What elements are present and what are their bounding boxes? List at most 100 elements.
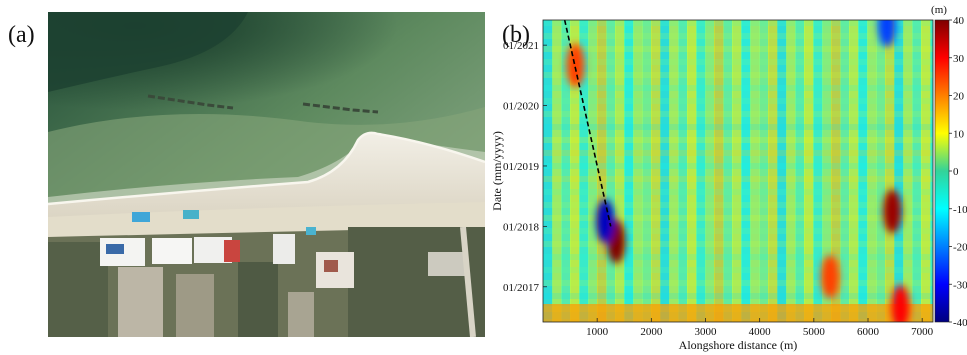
building <box>152 238 192 264</box>
pool <box>306 227 316 235</box>
heatmap-band <box>552 20 562 322</box>
heatmap-band <box>543 98 933 104</box>
pool <box>183 210 199 219</box>
heatmap-band <box>543 111 933 117</box>
heatmap-band <box>876 20 886 322</box>
heatmap-plot-area <box>543 20 933 322</box>
y-axis-ticks: 01/2017 01/2018 01/2019 01/2020 01/2021 <box>503 40 547 294</box>
colorbar-tick-label: 20 <box>953 91 965 103</box>
x-tick-label: 5000 <box>803 326 826 338</box>
heatmap-band <box>759 20 769 322</box>
colorbar-tick-label: 10 <box>953 128 965 140</box>
hotspot <box>821 254 840 299</box>
x-tick-label: 1000 <box>586 326 609 338</box>
hotspot <box>883 189 902 234</box>
trend-line <box>563 20 612 227</box>
x-tick-label: 4000 <box>749 326 772 338</box>
x-tick-label: 3000 <box>695 326 718 338</box>
breakwater-2 <box>302 102 379 114</box>
heatmap-band <box>804 20 814 322</box>
heatmap-band <box>732 20 742 322</box>
heatmap-band <box>930 20 933 322</box>
heatmap-band <box>543 280 933 286</box>
heatmap-band <box>597 20 607 322</box>
heatmap-band <box>786 20 796 322</box>
beach-edge <box>48 131 485 206</box>
x-tick-label: 6000 <box>857 326 880 338</box>
x-tick-label: 7000 <box>911 326 934 338</box>
heatmap-hotspots <box>566 20 910 322</box>
heatmap-bands <box>543 20 933 322</box>
heatmap-band <box>822 20 832 322</box>
heatmap-band <box>543 202 933 208</box>
heatmap-band <box>642 20 652 322</box>
y-tick-label: 01/2019 <box>503 161 540 173</box>
colorbar-tick-label: 30 <box>953 53 965 65</box>
heatmap-band <box>543 176 933 182</box>
heatmap-band <box>795 20 805 322</box>
y-tick-label: 01/2021 <box>503 40 539 52</box>
heatmap-band <box>867 20 877 322</box>
heatmap-band <box>750 20 760 322</box>
hotspot <box>566 43 585 88</box>
colorbar <box>934 19 950 323</box>
heatmap-band <box>543 137 933 143</box>
x-axis-title: Alongshore distance (m) <box>679 338 798 352</box>
colorbar-unit: (m) <box>931 4 947 16</box>
colorbar-ticks: 40 30 20 10 0 -10 -20 -30 -40 <box>949 15 967 329</box>
heatmap-band <box>543 124 933 130</box>
heatmap-band <box>543 85 933 91</box>
heatmap-band <box>543 215 933 221</box>
heatmap-band <box>543 59 933 65</box>
heatmap-band <box>543 150 933 156</box>
heatmap-band <box>903 20 913 322</box>
heatmap-band <box>714 20 724 322</box>
panel-b-label: (b) <box>502 22 530 48</box>
colorbar-tick-label: 0 <box>953 166 959 178</box>
heatmap-band <box>543 304 933 322</box>
heatmap-band <box>894 20 904 322</box>
colorbar-tick-label: -20 <box>953 242 967 254</box>
colorbar-tick-label: -10 <box>953 204 967 216</box>
heatmap-band <box>543 254 933 260</box>
heatmap-band <box>741 20 751 322</box>
heatmap-band <box>912 20 922 322</box>
deep-channel <box>48 12 248 92</box>
plot-frame <box>542 19 934 323</box>
colorbar-tick-label: -40 <box>953 317 967 329</box>
hotspot <box>596 199 615 244</box>
heatmap-band <box>651 20 661 322</box>
y-axis-title: Date (mm/yyyy) <box>490 131 504 211</box>
heatmap-band <box>858 20 868 322</box>
heatmap-band <box>579 20 589 322</box>
heatmap-band <box>813 20 823 322</box>
colorbar-tick-label: -30 <box>953 279 967 291</box>
heatmap-band <box>678 20 688 322</box>
building <box>273 234 295 264</box>
panel-a-label: (a) <box>8 22 35 48</box>
aerial-coastal-photo <box>48 12 485 337</box>
breakwater <box>147 94 234 110</box>
heatmap-band <box>543 241 933 247</box>
colorbar-tick-label: 40 <box>953 15 965 27</box>
x-axis-ticks: 1000 2000 3000 4000 5000 6000 7000 <box>586 318 934 338</box>
heatmap-band <box>561 20 571 322</box>
heatmap-band <box>705 20 715 322</box>
hotspot <box>877 20 896 48</box>
y-tick-label: 01/2018 <box>503 221 540 233</box>
heatmap-band <box>543 267 933 273</box>
pool <box>132 212 150 222</box>
heatmap-band <box>660 20 670 322</box>
heatmap-band <box>849 20 859 322</box>
heatmap-band <box>543 189 933 195</box>
heatmap-band <box>606 20 616 322</box>
heatmap-band <box>543 293 933 299</box>
heatmap-band <box>723 20 733 322</box>
heatmap-band <box>687 20 697 322</box>
heatmap-band <box>777 20 787 322</box>
alongshore-change-chart: Date (mm/yyyy) 1000 2000 3000 4000 5000 6000 7… <box>490 4 967 352</box>
y-tick-label: 01/2017 <box>503 282 540 294</box>
heatmap-band <box>543 46 933 52</box>
y-tick-label: 01/2020 <box>503 101 540 113</box>
x-tick-label: 2000 <box>640 326 663 338</box>
